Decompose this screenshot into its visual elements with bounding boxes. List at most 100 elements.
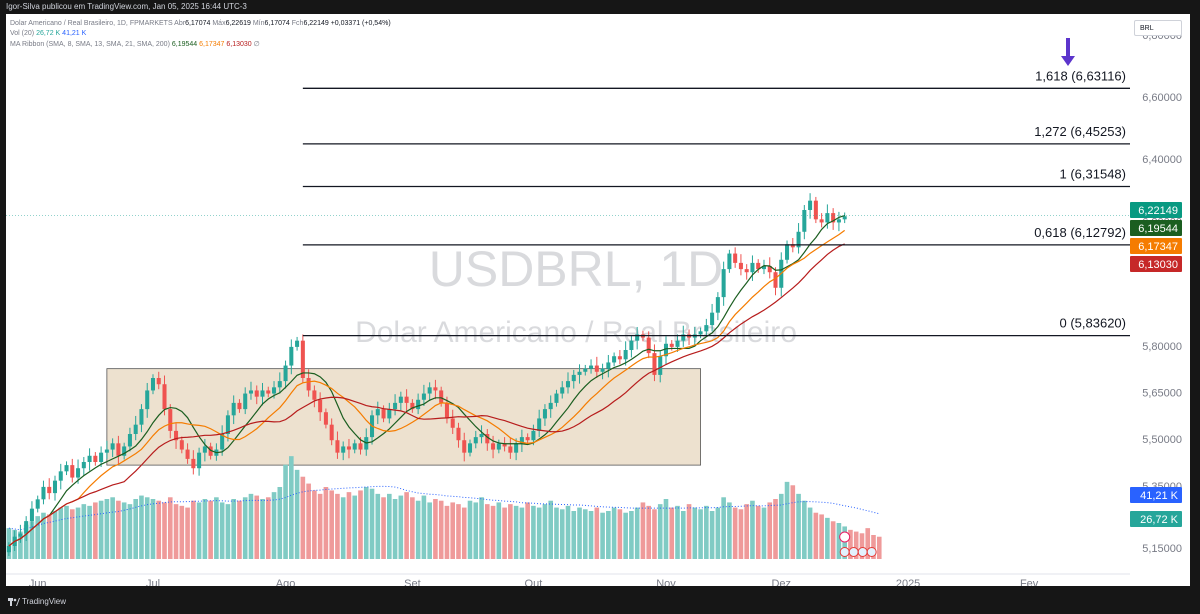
ribbon-value-21: 6,13030	[226, 41, 252, 48]
volume-bar	[202, 499, 208, 559]
ohlc-high-value: 6,22619	[225, 20, 251, 27]
volume-bar	[179, 505, 185, 559]
chart-area[interactable]: USDBRL, 1D Dolar Americano / Real Brasile…	[6, 14, 1190, 586]
ohlc-close-value: 6,22149	[303, 20, 329, 27]
time-axis-tick: Jul	[146, 578, 160, 586]
volume-bar	[600, 512, 605, 559]
candle-body	[831, 213, 836, 223]
candle-body	[802, 210, 807, 232]
ribbon-value-13: 6,17347	[199, 41, 225, 48]
volume-bar	[162, 502, 167, 559]
candle-body	[231, 402, 236, 416]
volume-bar	[254, 495, 260, 559]
candle-body	[260, 390, 265, 397]
footer: TradingView	[0, 590, 1200, 614]
volume-bar	[433, 499, 438, 559]
volume-bar	[219, 502, 225, 559]
volume-bar	[536, 507, 542, 559]
candle-body	[6, 546, 11, 553]
candle-body	[168, 409, 173, 431]
volume-bar	[830, 521, 836, 559]
volume-bar	[698, 509, 703, 559]
candle-body	[145, 390, 150, 410]
volume-bar	[363, 487, 369, 559]
volume-bar	[323, 487, 329, 559]
volume-bar	[208, 500, 213, 559]
volume-bar	[755, 505, 761, 559]
ribbon-legend: MA Ribbon (SMA, 8, SMA, 13, SMA, 21, SMA…	[10, 40, 260, 48]
price-tag-ma8: 6,19544	[1138, 223, 1178, 235]
candle-body	[594, 365, 599, 372]
volume-bar	[312, 490, 317, 559]
volume-bar	[381, 497, 386, 559]
consolidation-range-box	[106, 368, 701, 466]
candle-body	[589, 365, 594, 369]
volume-bar	[646, 505, 652, 559]
candle-body	[139, 409, 144, 425]
volume-bar	[167, 497, 173, 559]
candle-body	[81, 462, 86, 469]
candle-body	[99, 452, 104, 462]
volume-bar	[876, 536, 882, 559]
candle-body	[721, 269, 726, 298]
candle-body	[675, 340, 680, 347]
candle-body	[398, 396, 403, 403]
symbol-legend: Dolar Americano / Real Brasileiro, 1D, F…	[10, 20, 391, 27]
candle-body	[323, 412, 328, 425]
candle-body	[629, 340, 634, 350]
publisher-bar: Igor-Silva publicou em TradingView.com, …	[0, 0, 1200, 14]
volume-bar	[456, 504, 461, 559]
volume-bar	[358, 490, 363, 559]
candle-body	[87, 455, 92, 462]
candle-body	[496, 443, 501, 450]
candle-body	[197, 452, 202, 469]
ohlc-high-label: Máx	[212, 20, 226, 27]
ohlc-close-label: Fch	[291, 20, 304, 27]
candle-body	[133, 424, 138, 434]
ma-13-line	[8, 229, 846, 547]
volume-bar	[836, 523, 842, 559]
volume-bar	[692, 507, 698, 559]
volume-bar	[306, 483, 311, 559]
candle-body	[404, 396, 409, 403]
volume-bar	[93, 502, 98, 559]
candle-body	[571, 374, 576, 382]
volume-bar	[329, 490, 334, 559]
watermark-symbol: USDBRL, 1D	[429, 241, 724, 297]
price-tag-close-bg	[1130, 202, 1182, 218]
ma-8-line	[8, 214, 845, 547]
volume-bar	[58, 507, 64, 559]
candle-body	[341, 446, 346, 453]
candle-body	[652, 353, 657, 375]
candle-body	[329, 424, 334, 441]
volume-tag: 26,72 K	[1140, 514, 1179, 526]
currency-selector[interactable]: BRL	[1134, 20, 1182, 36]
candle-body	[300, 340, 305, 378]
volume-bar	[289, 456, 294, 559]
volume-bar	[242, 497, 248, 559]
volume-bar	[23, 524, 29, 559]
volume-bar	[450, 502, 456, 559]
candle-body	[773, 272, 778, 288]
volume-bar	[548, 500, 554, 559]
volume-bar	[802, 500, 807, 559]
price-chart[interactable]: USDBRL, 1D Dolar Americano / Real Brasile…	[6, 14, 1190, 586]
candle-body	[220, 434, 225, 450]
candle-body	[456, 427, 461, 441]
price-axis-tick: 5,65000	[1142, 388, 1182, 400]
volume-bar	[52, 511, 58, 559]
candle-body	[658, 356, 663, 375]
candle-body	[289, 346, 294, 366]
volume-bar	[375, 493, 381, 559]
volume-label: Vol (20)	[10, 30, 35, 37]
volume-bar	[116, 500, 121, 559]
candle-body	[467, 443, 473, 453]
price-tag-ma21-bg	[1130, 256, 1182, 272]
candle-body	[462, 440, 467, 453]
price-axis-tick: 5,80000	[1142, 341, 1182, 353]
candle-body	[485, 434, 490, 444]
volume-bar	[121, 502, 127, 559]
flag-event-icon	[848, 547, 859, 557]
volume-bar	[410, 497, 415, 559]
candle-body	[646, 337, 651, 354]
